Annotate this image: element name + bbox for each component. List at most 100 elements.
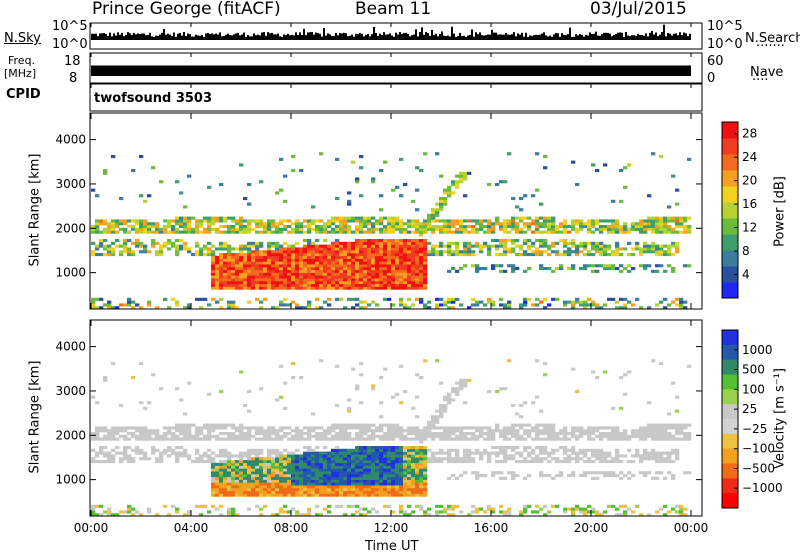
heatmap-cell	[423, 482, 428, 486]
heatmap-cell	[99, 446, 104, 450]
heatmap-cell	[171, 225, 176, 229]
heatmap-cell	[559, 253, 564, 257]
heatmap-cell	[239, 286, 244, 290]
heatmap-cell	[579, 222, 584, 226]
heatmap-cell	[539, 264, 544, 268]
heatmap-cell	[363, 258, 368, 262]
heatmap-cell	[255, 261, 260, 265]
heatmap-cell	[367, 448, 372, 452]
heatmap-cell	[679, 510, 684, 514]
velocity-colorbar-swatch	[722, 463, 738, 479]
heatmap-cell	[251, 267, 256, 271]
heatmap-cell	[263, 482, 268, 486]
heatmap-cell	[411, 275, 416, 279]
heatmap-cell	[363, 493, 368, 497]
heatmap-cell	[663, 225, 668, 229]
heatmap-cell	[447, 448, 452, 452]
heatmap-cell	[335, 485, 340, 489]
heatmap-cell	[339, 485, 344, 489]
heatmap-cell	[659, 244, 664, 248]
heatmap-cell	[339, 230, 344, 234]
heatmap-cell	[355, 283, 360, 287]
heatmap-cell	[115, 219, 120, 223]
heatmap-cell	[467, 244, 472, 248]
heatmap-cell	[587, 437, 592, 441]
heatmap-cell	[467, 241, 472, 245]
heatmap-cell	[299, 283, 304, 287]
heatmap-cell	[519, 454, 524, 458]
velocity-colorbar-swatch	[722, 433, 738, 450]
heatmap-cell	[351, 504, 356, 508]
heatmap-cell	[159, 250, 164, 254]
heatmap-cell	[615, 222, 620, 226]
heatmap-cell	[423, 222, 428, 226]
heatmap-cell	[463, 460, 468, 464]
heatmap-cell	[403, 485, 408, 489]
heatmap-cell	[163, 426, 168, 430]
heatmap-cell	[647, 429, 652, 433]
heatmap-cell	[283, 225, 288, 229]
heatmap-cell	[423, 488, 428, 492]
heatmap-cell	[439, 174, 444, 178]
heatmap-cell	[439, 241, 444, 245]
heatmap-cell	[519, 451, 524, 455]
heatmap-cell	[631, 267, 636, 271]
heatmap-cell	[175, 244, 180, 248]
heatmap-cell	[599, 241, 604, 245]
heatmap-cell	[539, 216, 544, 220]
heatmap-cell	[363, 468, 368, 472]
heatmap-cell	[411, 460, 416, 464]
heatmap-cell	[587, 225, 592, 229]
heatmap-cell	[395, 476, 400, 480]
heatmap-cell	[279, 219, 284, 223]
heatmap-cell	[331, 222, 336, 226]
heatmap-cell	[299, 376, 304, 380]
heatmap-cell	[175, 387, 180, 391]
heatmap-cell	[675, 188, 680, 192]
heatmap-cell	[455, 387, 460, 391]
heatmap-cell	[647, 434, 652, 438]
heatmap-cell	[399, 272, 404, 276]
heatmap-cell	[383, 269, 388, 273]
heatmap-cell	[547, 432, 552, 436]
heatmap-cell	[315, 281, 320, 285]
heatmap-cell	[199, 513, 204, 517]
heatmap-cell	[367, 451, 372, 455]
heatmap-cell	[331, 451, 336, 455]
heatmap-cell	[319, 479, 324, 483]
heatmap-cell	[219, 432, 224, 436]
heatmap-cell	[279, 429, 284, 433]
heatmap-cell	[315, 269, 320, 273]
heatmap-cell	[607, 247, 612, 251]
heatmap-cell	[351, 250, 356, 254]
heatmap-cell	[435, 420, 440, 424]
heatmap-cell	[599, 264, 604, 268]
heatmap-cell	[487, 460, 492, 464]
heatmap-cell	[183, 247, 188, 251]
heatmap-cell	[359, 219, 364, 223]
heatmap-cell	[335, 482, 340, 486]
heatmap-cell	[327, 454, 332, 458]
heatmap-cell	[483, 474, 488, 478]
heatmap-cell	[219, 230, 224, 234]
heatmap-cell	[539, 446, 544, 450]
heatmap-cell	[219, 275, 224, 279]
heatmap-cell	[263, 460, 268, 464]
heatmap-cell	[655, 423, 660, 427]
heatmap-cell	[347, 216, 352, 220]
heatmap-cell	[591, 303, 596, 307]
heatmap-cell	[299, 230, 304, 234]
heatmap-cell	[363, 264, 368, 268]
heatmap-cell	[435, 415, 440, 419]
velocity-colorbar-swatch	[722, 389, 738, 405]
heatmap-cell	[423, 286, 428, 290]
heatmap-cell	[239, 465, 244, 469]
heatmap-cell	[111, 250, 116, 254]
heatmap-cell	[615, 437, 620, 441]
heatmap-cell	[127, 510, 132, 514]
heatmap-cell	[279, 157, 284, 161]
heatmap-cell	[327, 468, 332, 472]
heatmap-cell	[411, 199, 416, 203]
heatmap-cell	[615, 267, 620, 271]
heatmap-cell	[231, 219, 236, 223]
